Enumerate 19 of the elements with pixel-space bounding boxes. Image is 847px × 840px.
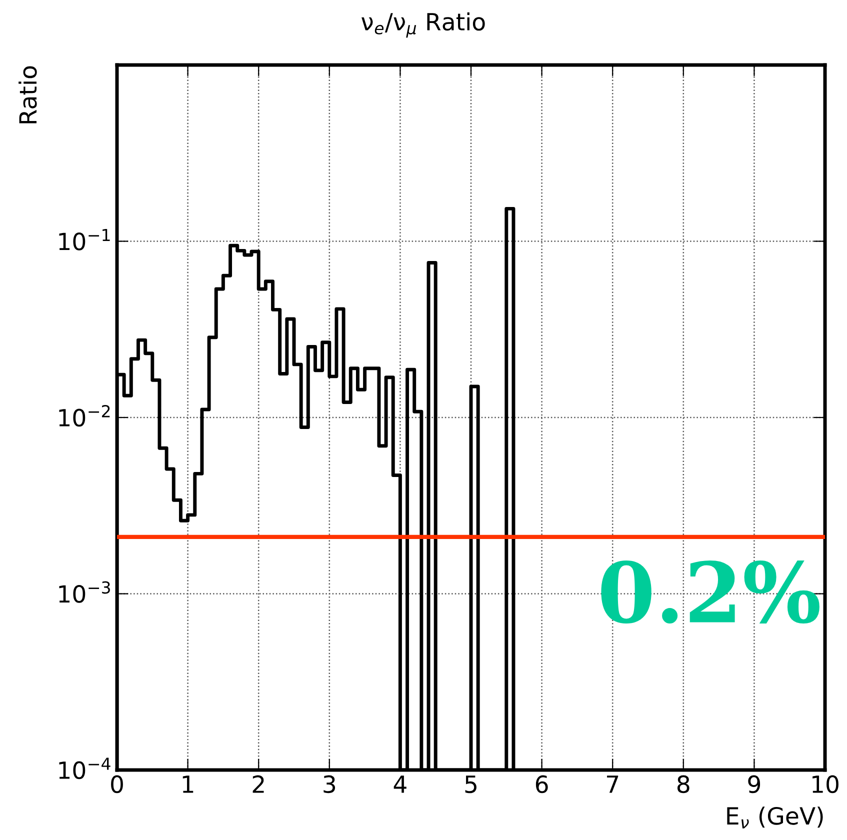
x-tick-label: 8	[677, 775, 690, 794]
ref-line-label: 0.2%	[601, 560, 820, 624]
y-tick-label: 10$^{−1}$	[59, 228, 110, 250]
y-tick-label: 10$^{−3}$	[59, 581, 110, 603]
x-tick-label: 0	[111, 775, 123, 794]
x-tick-label: 4	[394, 776, 406, 793]
chart-title: ν$_{e}$/ν$_{μ}$ Ratio	[362, 12, 485, 38]
x-tick-label: 1	[182, 776, 194, 793]
y-tick-label: 10$^{−4}$	[59, 758, 110, 780]
x-tick-label: 10	[812, 775, 838, 794]
y-tick-label: 10$^{−2}$	[59, 404, 110, 427]
x-axis-title: E$_{ν}$ (GeV)	[727, 806, 823, 828]
x-tick-label: 5	[465, 776, 476, 794]
x-tick-label: 9	[748, 775, 760, 794]
y-axis-title: Ratio	[18, 66, 37, 124]
x-tick-label: 2	[252, 775, 264, 793]
x-tick-label: 7	[607, 776, 618, 793]
x-tick-label: 6	[536, 775, 548, 794]
x-tick-label: 3	[324, 775, 336, 794]
